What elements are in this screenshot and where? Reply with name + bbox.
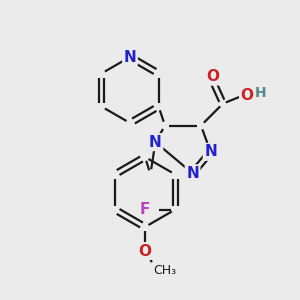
Text: H: H xyxy=(255,85,267,100)
Text: CH₃: CH₃ xyxy=(153,263,177,277)
Text: N: N xyxy=(204,144,217,159)
Text: N: N xyxy=(149,135,162,150)
Text: O: O xyxy=(206,69,220,84)
Text: F: F xyxy=(140,202,151,217)
Text: O: O xyxy=(139,244,152,259)
Text: N: N xyxy=(186,166,199,181)
Text: N: N xyxy=(124,50,136,64)
Text: O: O xyxy=(241,88,254,103)
